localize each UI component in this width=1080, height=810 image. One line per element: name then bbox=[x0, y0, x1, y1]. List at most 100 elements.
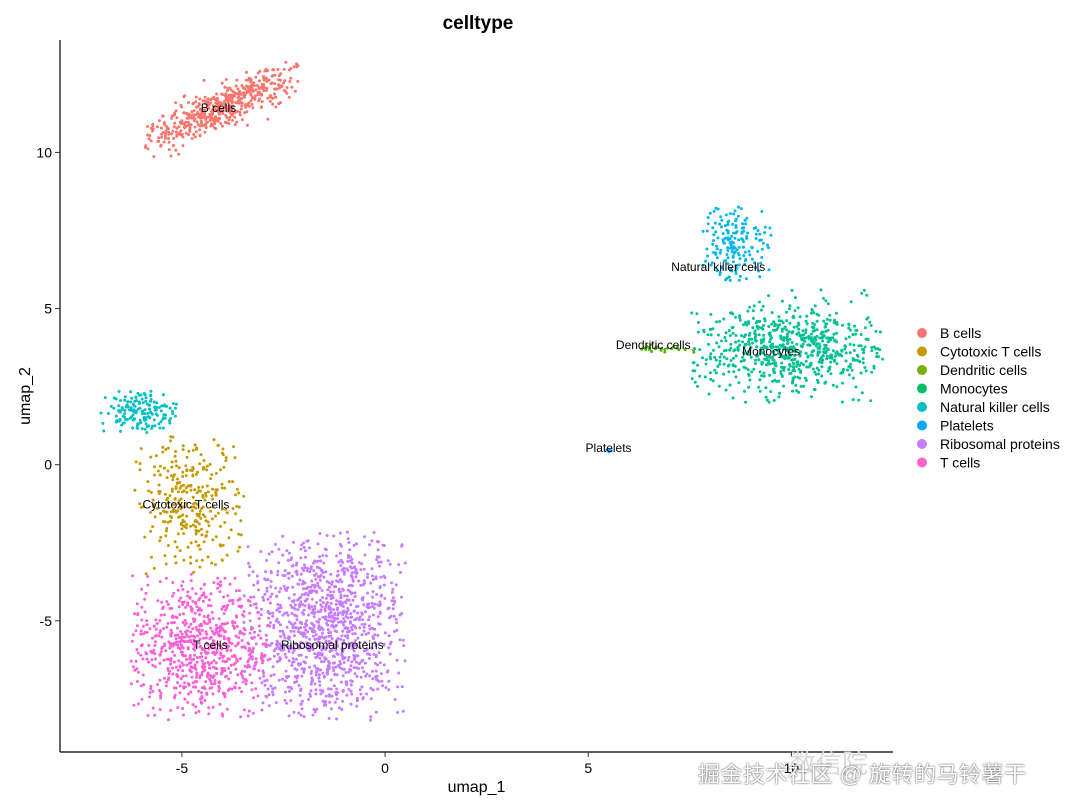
point-ribosomal-proteins bbox=[395, 658, 399, 662]
point-b-cells bbox=[254, 94, 257, 98]
point-natural-killer-cells bbox=[760, 210, 764, 213]
point-natural-killer-cells-left bbox=[118, 409, 122, 413]
point-monocytes bbox=[795, 364, 799, 368]
point-t-cells bbox=[173, 653, 177, 657]
point-ribosomal-proteins bbox=[362, 567, 366, 571]
point-b-cells bbox=[184, 131, 188, 135]
point-b-cells bbox=[146, 147, 150, 151]
point-t-cells bbox=[231, 620, 235, 624]
point-ribosomal-proteins bbox=[289, 646, 293, 650]
point-ribosomal-proteins bbox=[323, 609, 327, 613]
point-natural-killer-cells bbox=[732, 231, 736, 235]
point-ribosomal-proteins bbox=[394, 617, 398, 621]
point-cytotoxic-t-cells bbox=[180, 521, 183, 525]
point-ribosomal-proteins bbox=[319, 660, 323, 664]
point-cytotoxic-t-cells bbox=[187, 449, 191, 453]
point-ribosomal-proteins bbox=[328, 700, 332, 704]
point-monocytes bbox=[788, 362, 792, 366]
point-t-cells bbox=[199, 622, 203, 626]
point-t-cells bbox=[198, 596, 202, 600]
point-monocytes bbox=[796, 306, 800, 310]
point-b-cells bbox=[240, 118, 244, 122]
point-monocytes bbox=[717, 345, 721, 349]
point-ribosomal-proteins bbox=[346, 537, 350, 541]
point-natural-killer-cells bbox=[750, 257, 754, 261]
point-monocytes bbox=[768, 340, 772, 344]
point-ribosomal-proteins bbox=[362, 625, 366, 629]
point-monocytes bbox=[769, 337, 773, 341]
point-ribosomal-proteins bbox=[324, 602, 328, 606]
point-ribosomal-proteins bbox=[378, 585, 382, 588]
point-ribosomal-proteins bbox=[277, 678, 281, 682]
point-monocytes bbox=[857, 344, 861, 348]
point-t-cells bbox=[212, 659, 216, 663]
point-cytotoxic-t-cells bbox=[138, 468, 142, 472]
point-t-cells bbox=[176, 643, 180, 647]
point-ribosomal-proteins bbox=[350, 591, 354, 595]
point-b-cells bbox=[190, 116, 194, 120]
point-ribosomal-proteins bbox=[287, 576, 291, 580]
point-t-cells bbox=[254, 657, 258, 661]
point-ribosomal-proteins bbox=[291, 651, 295, 654]
point-cytotoxic-t-cells bbox=[181, 470, 185, 474]
point-b-cells bbox=[240, 104, 244, 108]
point-ribosomal-proteins bbox=[312, 634, 315, 638]
point-cytotoxic-t-cells bbox=[170, 510, 173, 514]
point-ribosomal-proteins bbox=[290, 574, 294, 578]
point-cytotoxic-t-cells bbox=[165, 476, 169, 480]
point-b-cells bbox=[187, 116, 191, 120]
point-t-cells bbox=[219, 580, 222, 584]
point-t-cells bbox=[261, 642, 265, 646]
point-natural-killer-cells bbox=[746, 231, 750, 235]
point-ribosomal-proteins bbox=[317, 566, 321, 570]
point-natural-killer-cells bbox=[711, 239, 715, 242]
point-cytotoxic-t-cells bbox=[234, 493, 238, 497]
point-t-cells bbox=[159, 629, 162, 633]
point-ribosomal-proteins bbox=[295, 569, 299, 573]
point-b-cells bbox=[233, 123, 237, 127]
point-b-cells bbox=[230, 101, 234, 105]
point-ribosomal-proteins bbox=[279, 657, 283, 661]
point-ribosomal-proteins bbox=[307, 648, 311, 652]
point-t-cells bbox=[129, 659, 133, 663]
point-monocytes bbox=[758, 378, 762, 382]
legend-label: B cells bbox=[940, 325, 981, 341]
point-ribosomal-proteins bbox=[386, 559, 390, 563]
point-t-cells bbox=[211, 617, 215, 620]
point-ribosomal-proteins bbox=[337, 706, 341, 710]
point-natural-killer-cells-left bbox=[148, 403, 152, 407]
point-ribosomal-proteins bbox=[318, 656, 322, 660]
point-ribosomal-proteins bbox=[296, 662, 300, 666]
point-cytotoxic-t-cells bbox=[173, 497, 177, 501]
point-ribosomal-proteins bbox=[309, 565, 313, 569]
point-t-cells bbox=[189, 670, 193, 674]
point-cytotoxic-t-cells bbox=[205, 464, 209, 468]
point-ribosomal-proteins bbox=[259, 550, 263, 553]
point-ribosomal-proteins bbox=[315, 641, 319, 645]
point-ribosomal-proteins bbox=[315, 637, 319, 641]
point-b-cells bbox=[265, 86, 269, 90]
point-ribosomal-proteins bbox=[388, 616, 392, 620]
point-t-cells bbox=[266, 597, 270, 601]
point-ribosomal-proteins bbox=[360, 611, 364, 615]
point-cytotoxic-t-cells bbox=[214, 514, 217, 518]
point-t-cells bbox=[217, 617, 221, 621]
point-ribosomal-proteins bbox=[375, 678, 378, 681]
point-ribosomal-proteins bbox=[371, 669, 374, 673]
point-ribosomal-proteins bbox=[349, 664, 353, 668]
point-t-cells bbox=[171, 666, 174, 670]
point-ribosomal-proteins bbox=[354, 568, 358, 572]
point-monocytes bbox=[765, 363, 769, 367]
point-natural-killer-cells bbox=[714, 252, 718, 256]
point-ribosomal-proteins bbox=[308, 637, 311, 641]
point-t-cells bbox=[182, 640, 186, 643]
point-monocytes bbox=[713, 368, 717, 372]
point-b-cells bbox=[220, 81, 224, 85]
point-t-cells bbox=[176, 706, 180, 710]
point-ribosomal-proteins bbox=[369, 697, 373, 701]
point-b-cells bbox=[228, 115, 232, 119]
point-natural-killer-cells-left bbox=[129, 406, 133, 410]
point-t-cells bbox=[225, 674, 228, 678]
point-t-cells bbox=[246, 660, 250, 664]
point-ribosomal-proteins bbox=[318, 644, 322, 648]
